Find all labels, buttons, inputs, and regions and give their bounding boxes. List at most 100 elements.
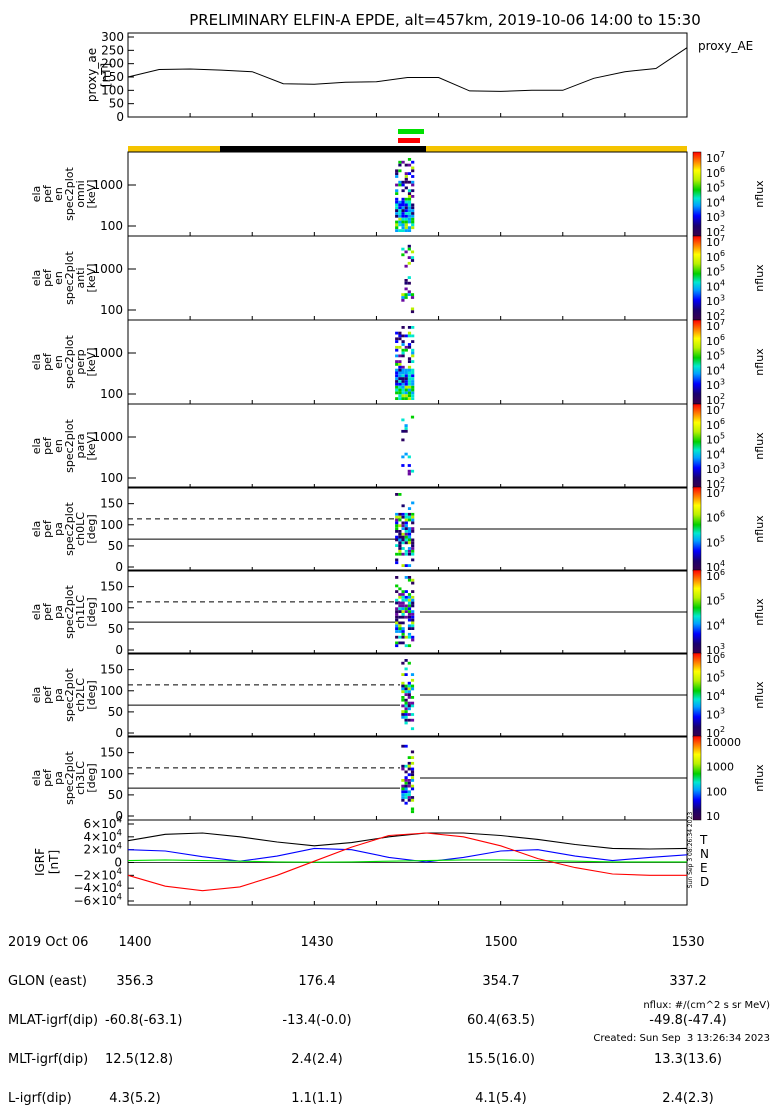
- y-axis-label: en: [52, 187, 65, 201]
- colorbar: [692, 235, 702, 321]
- tick-base: 10: [706, 512, 720, 525]
- spectrogram-cell: [398, 518, 402, 522]
- y-axis-label: omni: [74, 180, 87, 207]
- spectrogram-cell: [395, 206, 399, 210]
- colorbar-tick-label: 1000: [706, 761, 734, 774]
- spectrogram-cell: [401, 715, 405, 719]
- spectrogram-cell: [410, 773, 415, 777]
- spectrogram-cell: [411, 340, 415, 343]
- spectrogram-cell: [404, 177, 408, 181]
- tick-exponent: 3: [720, 707, 725, 716]
- spectrogram-cell: [407, 635, 412, 639]
- spectrogram-cell: [410, 415, 415, 419]
- spectrogram-cell: [407, 368, 412, 372]
- spectrogram-cell: [404, 429, 408, 433]
- spectrogram-cell: [395, 226, 399, 230]
- spectrogram-cell: [404, 209, 408, 212]
- spectrogram-cell: [404, 538, 408, 542]
- spectrogram-cell: [401, 535, 405, 539]
- spectrogram-cell: [395, 493, 399, 496]
- y-axis-label: ela: [30, 438, 43, 455]
- spectrogram-cell: [404, 644, 408, 648]
- spectrogram-cell: [407, 197, 412, 201]
- y-axis-label: [deg]: [85, 680, 98, 709]
- spectrogram-cell: [411, 175, 415, 178]
- spectrogram-cell: [407, 661, 411, 665]
- footer-label-mlt: MLT-igrf(dip): [8, 1052, 89, 1067]
- spectrogram-cell: [410, 256, 415, 259]
- spectrogram-cell: [395, 197, 399, 201]
- spectrogram-cell: [395, 340, 399, 343]
- spectrogram-cell: [398, 549, 402, 553]
- colorbar-tick-label: 105: [706, 432, 725, 447]
- spectrogram-cell: [407, 377, 412, 380]
- spectrogram-cell: [407, 209, 412, 212]
- colorbar-label: nflux: [753, 432, 766, 460]
- spectrogram-cell: [407, 593, 412, 596]
- spectrogram-cell: [407, 247, 411, 251]
- y-axis-label: en: [52, 271, 65, 285]
- spectrogram-cell: [411, 334, 415, 338]
- y-tick-label: 150: [100, 663, 123, 677]
- spectrogram-cell: [411, 160, 415, 164]
- tick-base: 10: [706, 182, 720, 195]
- tick-exponent: 2: [720, 308, 725, 317]
- y-axis-label: ela: [30, 186, 43, 203]
- tick-exponent: 3: [720, 461, 725, 470]
- spectrogram-cell: [398, 388, 402, 392]
- tick-base: 2×10: [84, 843, 117, 857]
- spectrogram-cell: [407, 244, 411, 248]
- y-axis-label: ch1LC: [74, 595, 87, 629]
- colorbar-tick-label: 104: [706, 278, 725, 293]
- spectrogram-cell: [401, 429, 405, 433]
- colorbar: [692, 486, 702, 572]
- spectrogram-cell: [404, 690, 408, 694]
- footer-col-1400: 1400 356.3 -60.8(-63.1) 12.5(12.8) 4.3(5…: [105, 910, 182, 1118]
- y-axis-label: pa: [52, 522, 65, 536]
- spectrogram-cell: [395, 200, 399, 204]
- spectrogram-cell: [398, 627, 402, 630]
- spectrogram-cell: [404, 264, 408, 268]
- y-axis-label: ela: [30, 521, 43, 538]
- spectrogram-cell: [398, 200, 402, 204]
- spectrogram-cell: [407, 290, 411, 294]
- tick-base: 10: [706, 335, 720, 348]
- spectrogram-cell: [404, 787, 408, 791]
- spectrogram-cell: [401, 351, 405, 355]
- spectrogram-cell: [398, 360, 402, 363]
- spectrogram-cell: [404, 801, 408, 805]
- spectrogram-cell: [411, 382, 415, 386]
- spectrogram-cell: [411, 512, 415, 516]
- spectrogram-cell: [401, 206, 405, 210]
- spectrogram-cell: [401, 180, 405, 184]
- y-axis-unit: [nT]: [99, 63, 113, 87]
- tick-exponent: 4: [720, 446, 725, 455]
- footer-value: 60.4(63.5): [466, 1013, 536, 1028]
- spectrogram-cell: [401, 247, 405, 251]
- spectrogram-cell: [395, 538, 399, 542]
- spectrogram-cell: [411, 388, 415, 392]
- tick-base: 10: [706, 644, 720, 657]
- y-tick-label: 6×104: [84, 816, 122, 831]
- spectrogram-cell: [411, 578, 415, 582]
- tick-base: 10: [706, 595, 720, 608]
- spectrogram-cell: [407, 326, 412, 329]
- y-tick-label: −2×104: [73, 867, 122, 882]
- y-tick-label: 50: [108, 788, 123, 802]
- spectrogram-cell: [411, 604, 415, 608]
- spectrogram-cell: [407, 203, 412, 207]
- colorbar-tick-label: 106: [706, 510, 725, 525]
- colorbar-tick-label: 105: [706, 534, 725, 549]
- spectrogram-cell: [398, 607, 402, 611]
- spectrogram-cell: [411, 558, 415, 562]
- spectrogram-cell: [410, 776, 415, 779]
- spectrogram-cell: [411, 538, 415, 542]
- spectrogram-cell: [407, 360, 412, 363]
- timestamp-side-label: Sun Sep 3 08:26:34 2023: [687, 812, 694, 889]
- spectrogram-cell: [404, 721, 408, 725]
- spectrogram-cell: [401, 209, 405, 212]
- spectrogram-cell: [411, 581, 415, 585]
- tick-base: −4×10: [73, 881, 116, 895]
- spectrogram-cell: [411, 618, 415, 622]
- colorbar-tick-label: 103: [706, 377, 725, 392]
